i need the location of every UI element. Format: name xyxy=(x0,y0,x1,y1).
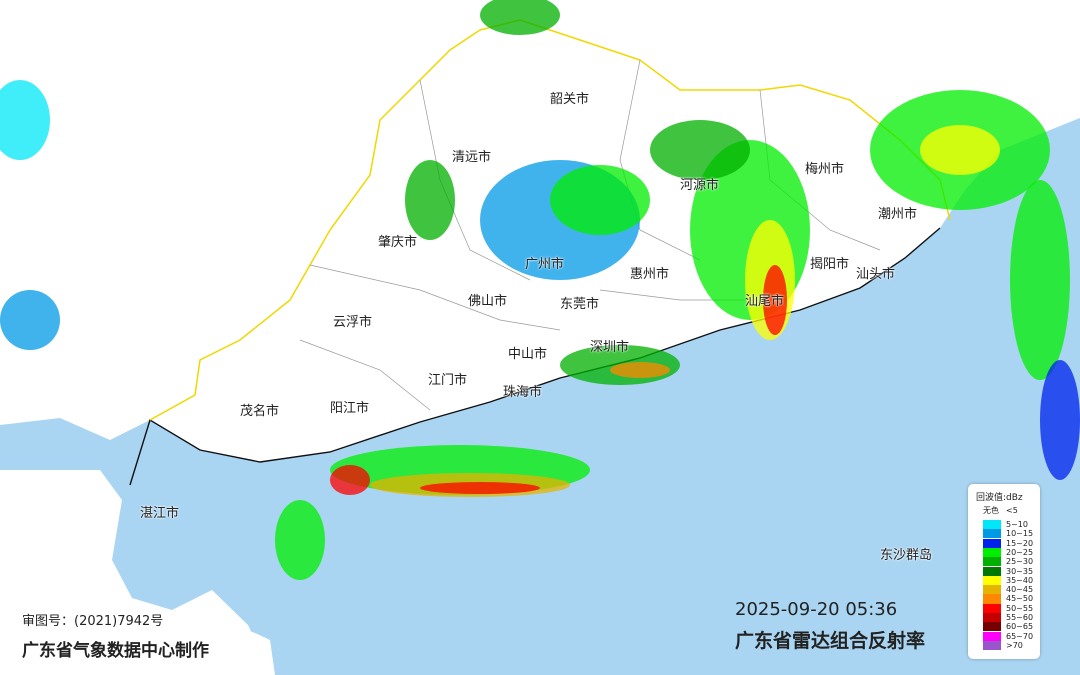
legend-item: 5~10 xyxy=(983,520,1028,530)
city-label: 云浮市 xyxy=(333,315,373,330)
legend-label: 55~60 xyxy=(1006,613,1034,623)
legend-swatch xyxy=(983,640,1001,651)
city-label: 河源市 xyxy=(680,178,720,193)
city-label: 潮州市 xyxy=(878,207,918,222)
city-label: 阳江市 xyxy=(330,401,370,416)
city-label: 梅州市 xyxy=(805,162,845,177)
legend-label: >70 xyxy=(1006,640,1023,650)
legend-swatch xyxy=(983,566,1001,576)
city-label: 佛山市 xyxy=(468,294,508,309)
legend-label: 30~35 xyxy=(1006,566,1034,576)
city-label: 汕尾市 xyxy=(745,294,785,309)
legend-none-label: 无色 xyxy=(983,506,999,516)
legend-label: 25~30 xyxy=(1006,557,1034,567)
radar-echoes xyxy=(0,0,1080,580)
echo-cell xyxy=(420,482,540,494)
echo-cell xyxy=(405,160,455,240)
echo-cell xyxy=(275,500,325,580)
echo-cell xyxy=(763,265,787,335)
echo-cell xyxy=(1010,180,1070,380)
province-border xyxy=(149,19,951,421)
legend-swatch xyxy=(983,557,1001,567)
legend-item: 10~15 xyxy=(983,529,1034,539)
city-label: 深圳市 xyxy=(590,340,630,355)
city-label: 茂名市 xyxy=(240,404,280,419)
legend-swatch xyxy=(983,575,1001,585)
city-label: 韶关市 xyxy=(550,92,590,107)
legend-label: 65~70 xyxy=(1006,631,1034,641)
city-label: 惠州市 xyxy=(630,267,670,282)
legend-swatch xyxy=(983,520,1001,530)
city-label: 江门市 xyxy=(428,373,468,388)
legend-label: 45~50 xyxy=(1006,594,1034,604)
legend-none: 无色 <5 xyxy=(983,506,1018,515)
legend-label: 35~40 xyxy=(1006,575,1034,585)
legend-item: 35~40 xyxy=(983,575,1034,585)
legend-item: 55~60 xyxy=(983,613,1034,623)
echo-cell xyxy=(330,465,370,495)
timestamp: 2025-09-20 05:36 xyxy=(735,599,898,620)
city-label: 珠海市 xyxy=(503,385,543,400)
legend-item: 20~25 xyxy=(983,547,1034,558)
echo-cell xyxy=(650,120,750,180)
legend-label: 5~10 xyxy=(1006,520,1028,530)
echo-cell xyxy=(1040,360,1080,480)
legend: 回波值:dBz 无色 <5 5~10 10~15 15~20 20~25 25~30 30… xyxy=(968,484,1040,659)
legend-swatch xyxy=(983,603,1001,613)
legend-none-range: <5 xyxy=(1006,506,1018,516)
legend-item: 40~45 xyxy=(983,585,1034,595)
legend-item: 15~20 xyxy=(983,538,1034,548)
legend-title: 回波值:dBz xyxy=(976,493,1023,503)
legend-item: 50~55 xyxy=(983,603,1034,613)
legend-swatch xyxy=(983,594,1001,604)
legend-label: 40~45 xyxy=(1006,585,1034,595)
coastline xyxy=(129,227,941,486)
legend-label: 50~55 xyxy=(1006,603,1034,613)
producer-credit: 广东省气象数据中心制作 xyxy=(22,641,209,661)
echo-cell xyxy=(920,125,1000,175)
legend-swatch xyxy=(983,529,1001,539)
echo-cell xyxy=(0,80,50,160)
legend-item: 65~70 xyxy=(983,631,1034,641)
approval-number: 审图号：(2021)7942号 xyxy=(22,614,164,629)
legend-swatch xyxy=(983,585,1001,595)
hainan-land xyxy=(110,617,275,675)
map-title: 广东省雷达组合反射率 xyxy=(735,630,926,652)
legend-swatch xyxy=(983,613,1001,623)
legend-swatch xyxy=(983,631,1001,641)
echo-cell xyxy=(610,362,670,378)
legend-label: 60~65 xyxy=(1006,622,1034,632)
echo-cell xyxy=(480,0,560,35)
city-label: 中山市 xyxy=(508,347,548,362)
echo-cell xyxy=(0,290,60,350)
legend-label: 10~15 xyxy=(1006,529,1034,539)
legend-item: 45~50 xyxy=(983,594,1034,604)
legend-item: 25~30 xyxy=(983,557,1034,567)
legend-item: 60~65 xyxy=(983,622,1034,632)
city-label: 肇庆市 xyxy=(378,235,418,250)
legend-swatch xyxy=(983,538,1001,548)
city-label: 清远市 xyxy=(452,150,492,165)
echo-cell xyxy=(550,165,650,235)
city-label: 东沙群岛 xyxy=(880,548,933,563)
sea xyxy=(0,118,1080,675)
legend-item: >70 xyxy=(983,640,1023,651)
legend-swatch xyxy=(983,547,1001,558)
legend-swatch xyxy=(983,622,1001,632)
city-label: 东莞市 xyxy=(560,297,600,312)
city-label: 揭阳市 xyxy=(810,257,850,272)
legend-label: 20~25 xyxy=(1006,547,1034,557)
legend-item: 30~35 xyxy=(983,566,1034,576)
city-label: 广州市 xyxy=(525,257,565,272)
city-label: 汕头市 xyxy=(856,267,896,282)
legend-label: 15~20 xyxy=(1006,538,1034,548)
city-label: 湛江市 xyxy=(140,506,180,521)
